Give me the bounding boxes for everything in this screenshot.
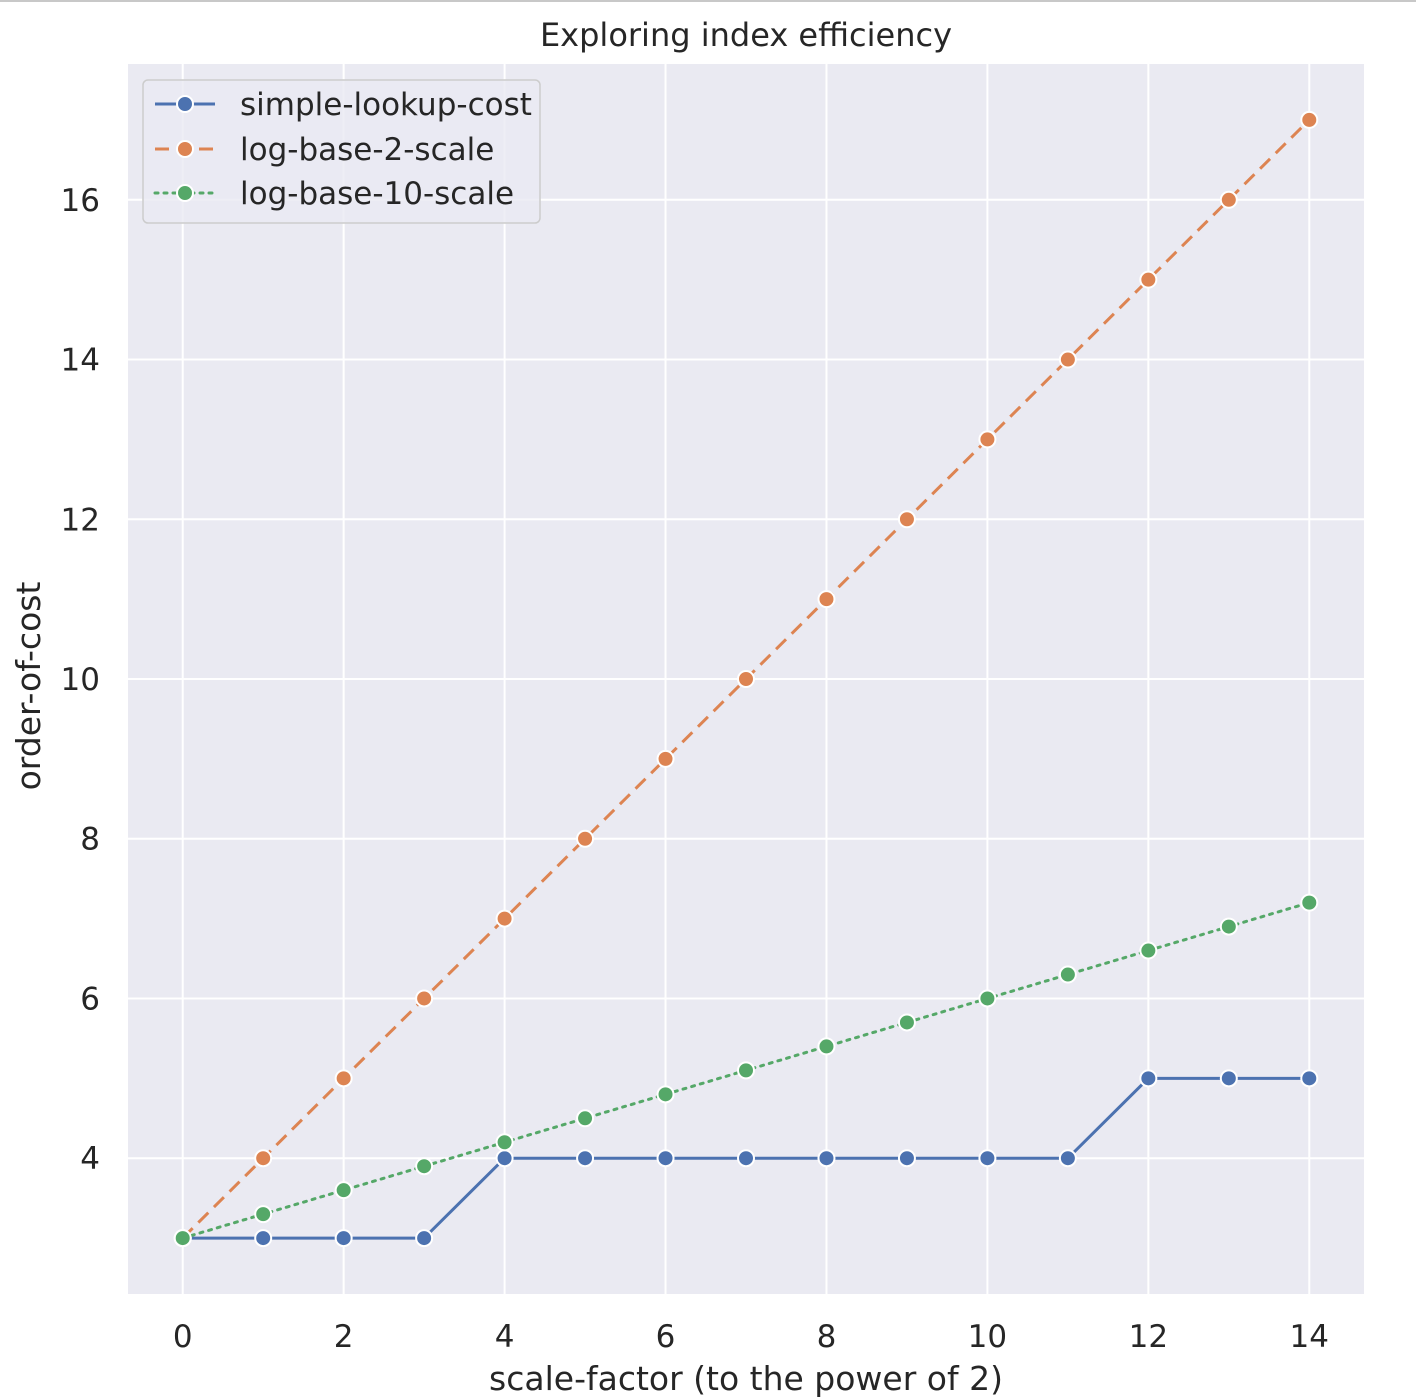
data-point xyxy=(415,1229,434,1248)
data-point xyxy=(978,1149,997,1168)
legend-label: log-base-10-scale xyxy=(240,176,514,212)
chart-title: Exploring index efficiency xyxy=(540,16,952,54)
grid-lines xyxy=(128,64,1364,1294)
data-point xyxy=(978,430,997,449)
tick-labels: 0 2 4 6 8 10 12 14 4 6 8 10 12 14 16 xyxy=(61,183,1329,1355)
data-point xyxy=(1139,1069,1158,1088)
data-point xyxy=(415,1157,434,1176)
data-point xyxy=(1219,190,1238,209)
data-point xyxy=(897,1149,916,1168)
x-tick-label: 4 xyxy=(495,1319,515,1355)
data-point xyxy=(1219,1069,1238,1088)
y-tick-label: 10 xyxy=(61,662,100,698)
legend-marker xyxy=(176,95,194,113)
data-point xyxy=(1058,1149,1077,1168)
data-point xyxy=(1139,941,1158,960)
y-tick-label: 16 xyxy=(61,183,100,219)
y-tick-label: 4 xyxy=(80,1141,100,1177)
data-point xyxy=(576,1149,595,1168)
legend-items: simple-lookup-cost log-base-2-scale log-ba… xyxy=(153,87,532,212)
data-point xyxy=(656,1085,675,1104)
data-point xyxy=(576,829,595,848)
legend-marker xyxy=(176,140,194,158)
y-tick-label: 8 xyxy=(80,822,100,858)
data-point xyxy=(978,989,997,1008)
x-axis-label: scale-factor (to the power of 2) xyxy=(489,1359,1003,1398)
series-layer xyxy=(173,110,1319,1248)
series-simple-lookup-cost xyxy=(173,1069,1319,1248)
y-tick-label: 12 xyxy=(61,502,100,538)
data-point xyxy=(656,749,675,768)
y-axis-label: order-of-cost xyxy=(9,582,48,791)
legend: simple-lookup-cost log-base-2-scale log-ba… xyxy=(142,79,541,224)
x-tick-label: 0 xyxy=(173,1319,193,1355)
data-point xyxy=(334,1229,353,1248)
data-point xyxy=(495,1133,514,1152)
data-point xyxy=(334,1069,353,1088)
data-point xyxy=(254,1205,273,1224)
data-point xyxy=(897,510,916,529)
data-point xyxy=(1139,270,1158,289)
legend-item: simple-lookup-cost xyxy=(155,87,532,123)
legend-box xyxy=(142,79,541,224)
x-tick-label: 10 xyxy=(968,1319,1007,1355)
data-point xyxy=(1219,917,1238,936)
y-tick-label: 14 xyxy=(61,343,100,379)
legend-label: simple-lookup-cost xyxy=(240,87,532,123)
legend-marker xyxy=(176,184,194,202)
legend-label: log-base-2-scale xyxy=(240,132,494,168)
y-tick-label: 6 xyxy=(80,981,100,1017)
data-point xyxy=(817,1037,836,1056)
x-tick-label: 2 xyxy=(334,1319,354,1355)
x-tick-label: 12 xyxy=(1129,1319,1168,1355)
x-tick-label: 6 xyxy=(656,1319,676,1355)
series-log-base-10-scale xyxy=(173,893,1319,1248)
x-tick-label: 14 xyxy=(1290,1319,1329,1355)
data-point xyxy=(656,1149,675,1168)
data-point xyxy=(737,1149,755,1168)
data-point xyxy=(897,1013,916,1032)
data-point xyxy=(1300,1069,1319,1088)
data-point xyxy=(254,1229,273,1248)
data-point xyxy=(173,1229,192,1248)
data-point xyxy=(737,670,755,688)
data-point xyxy=(737,1061,755,1080)
data-point xyxy=(495,1149,514,1168)
data-point xyxy=(415,989,434,1008)
x-tick-label: 8 xyxy=(817,1319,837,1355)
data-point xyxy=(495,909,514,928)
legend-item: log-base-2-scale xyxy=(155,132,494,168)
data-point xyxy=(1300,110,1319,129)
data-point xyxy=(817,590,836,609)
data-point xyxy=(254,1149,273,1168)
series-log-base-2-scale xyxy=(173,110,1319,1248)
data-point xyxy=(334,1181,353,1200)
data-point xyxy=(1058,965,1077,984)
data-point xyxy=(817,1149,836,1168)
data-point xyxy=(576,1109,595,1128)
legend-item: log-base-10-scale xyxy=(153,176,514,212)
data-point xyxy=(1300,893,1319,912)
data-point xyxy=(1058,350,1077,369)
